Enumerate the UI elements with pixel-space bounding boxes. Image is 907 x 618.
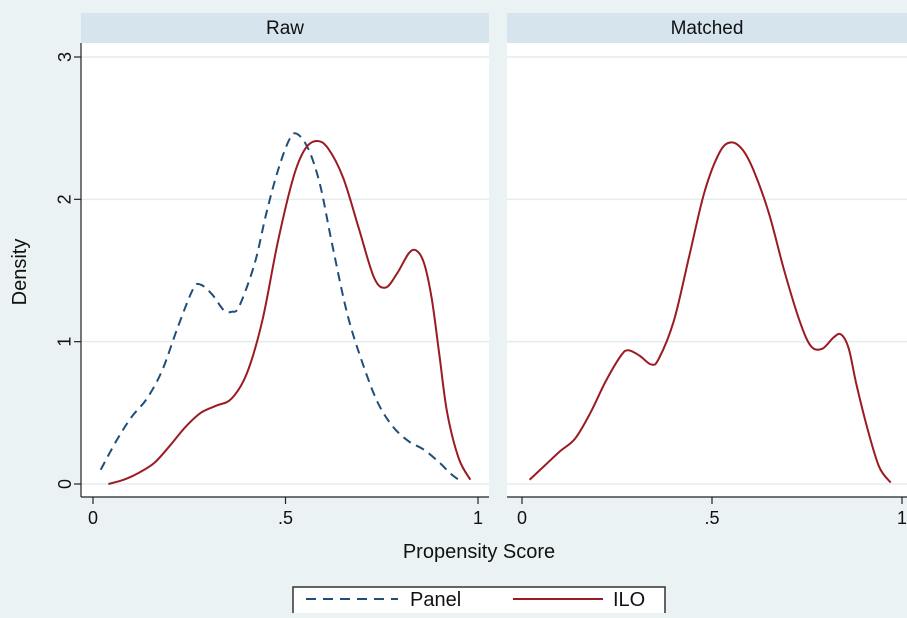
x-tick-label: 1 xyxy=(897,508,907,528)
panel-title: Matched xyxy=(671,18,744,39)
panel-header xyxy=(81,13,489,43)
y-tick-label: 0 xyxy=(55,479,75,489)
series-line-ilo-matched xyxy=(528,141,892,484)
plot-area xyxy=(507,43,907,497)
y-tick-label: 3 xyxy=(55,52,75,62)
series-line-ilo-raw xyxy=(108,139,472,485)
legend-label-ilo: ILO xyxy=(613,589,645,611)
x-tick-label: 0 xyxy=(517,508,527,528)
x-tick-label: 0 xyxy=(88,508,98,528)
legend-label-panel: Panel xyxy=(410,589,461,611)
x-tick-label: 1 xyxy=(473,508,483,528)
panel-raw: Raw 0 1 2 3 0 .5 1 xyxy=(55,13,489,528)
panels-layer: Raw 0 1 2 3 0 .5 1 Matched 0 .5 1 xyxy=(55,13,907,528)
y-tick-label: 2 xyxy=(55,194,75,204)
x-tick-label: .5 xyxy=(278,508,293,528)
panel-matched: Matched 0 .5 1 xyxy=(507,13,907,528)
y-axis-title: Density xyxy=(9,239,31,306)
x-axis-title: Propensity Score xyxy=(403,541,555,563)
series-line-panel-raw xyxy=(99,132,464,484)
plot-area xyxy=(81,43,489,497)
legend: Panel ILO xyxy=(292,586,666,618)
panel-header xyxy=(507,13,907,43)
y-tick-label: 1 xyxy=(55,337,75,347)
panel-title: Raw xyxy=(266,18,304,39)
x-tick-label: .5 xyxy=(704,508,719,528)
